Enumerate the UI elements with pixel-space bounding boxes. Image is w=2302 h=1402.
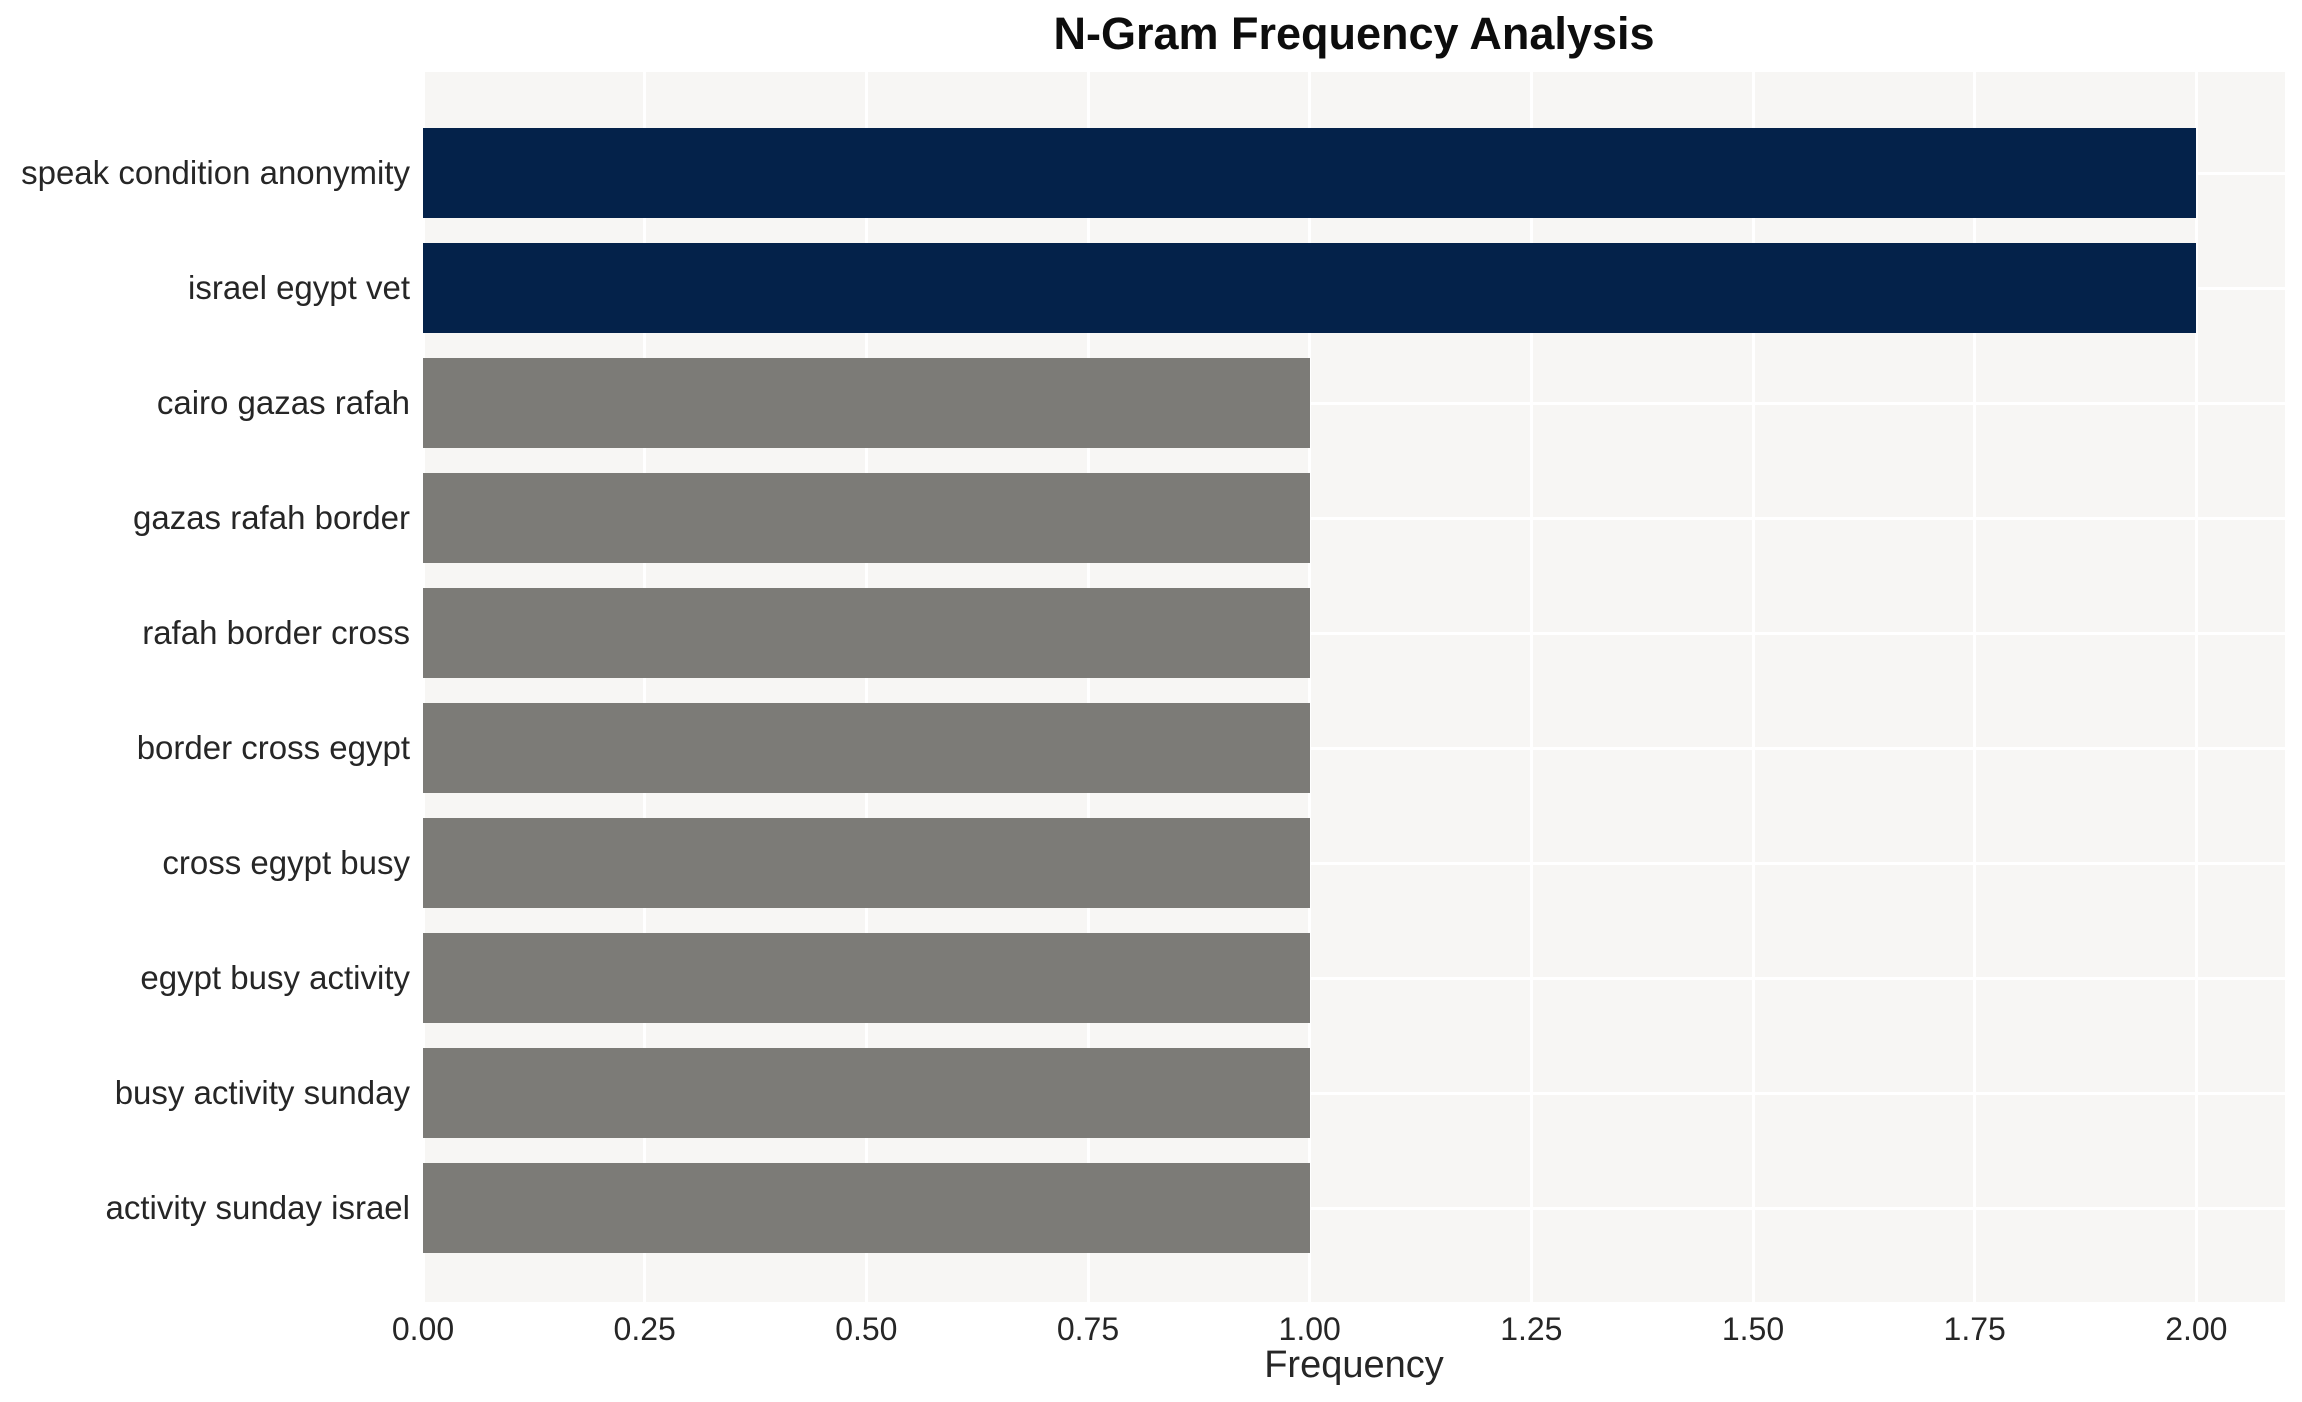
x-tick-label: 0.00	[391, 1311, 455, 1347]
x-tick-label: 1.00	[1278, 1311, 1341, 1347]
y-tick-label: israel egypt vet	[188, 269, 410, 306]
y-gridline	[423, 516, 2285, 520]
y-gridline	[423, 1091, 2285, 1095]
x-axis-title: Frequency	[1264, 1344, 1444, 1386]
bar	[423, 358, 1310, 448]
x-tick-label: 0.50	[835, 1311, 898, 1347]
bar	[423, 473, 1310, 563]
x-tick-label: 1.75	[1943, 1311, 2006, 1347]
bar	[423, 588, 1310, 678]
y-tick-label: cross egypt busy	[162, 844, 410, 881]
x-gridline	[1086, 72, 1090, 1302]
x-gridline	[1529, 72, 1533, 1302]
x-gridline	[1973, 72, 1977, 1302]
y-tick-label: speak condition anonymity	[21, 154, 410, 191]
y-gridline	[423, 861, 2285, 865]
bar	[423, 243, 2197, 333]
x-gridline	[1308, 72, 1312, 1302]
bar	[423, 703, 1310, 793]
x-gridline	[2194, 72, 2198, 1302]
x-tick-label: 0.75	[1056, 1311, 1120, 1347]
y-tick-label: border cross egypt	[136, 729, 410, 766]
y-tick-label: activity sunday israel	[105, 1189, 410, 1226]
plot-area	[421, 72, 2285, 1302]
x-tick-label: 1.25	[1500, 1311, 1563, 1347]
bar	[423, 818, 1310, 908]
y-tick-label: cairo gazas rafah	[156, 384, 410, 421]
bar	[423, 128, 2197, 218]
x-gridline	[1751, 72, 1755, 1302]
y-gridline	[423, 631, 2285, 635]
bar	[423, 1048, 1310, 1138]
x-gridline	[864, 72, 868, 1302]
y-tick-label: egypt busy activity	[140, 959, 410, 996]
chart-title: N-Gram Frequency Analysis	[1053, 8, 1655, 59]
y-tick-label: busy activity sunday	[114, 1074, 410, 1111]
x-tick-label: 2.00	[2165, 1311, 2228, 1347]
y-gridline	[423, 976, 2285, 980]
bar	[423, 933, 1310, 1023]
y-gridline	[423, 746, 2285, 750]
x-gridline	[643, 72, 647, 1302]
y-gridline	[423, 401, 2285, 405]
x-tick-label: 0.25	[613, 1311, 676, 1347]
bar	[423, 1163, 1310, 1253]
x-gridline	[421, 72, 425, 1302]
x-tick-label: 1.50	[1721, 1311, 1785, 1347]
y-tick-label: rafah border cross	[142, 614, 410, 651]
y-tick-label: gazas rafah border	[132, 499, 410, 536]
y-gridline	[423, 1206, 2285, 1210]
